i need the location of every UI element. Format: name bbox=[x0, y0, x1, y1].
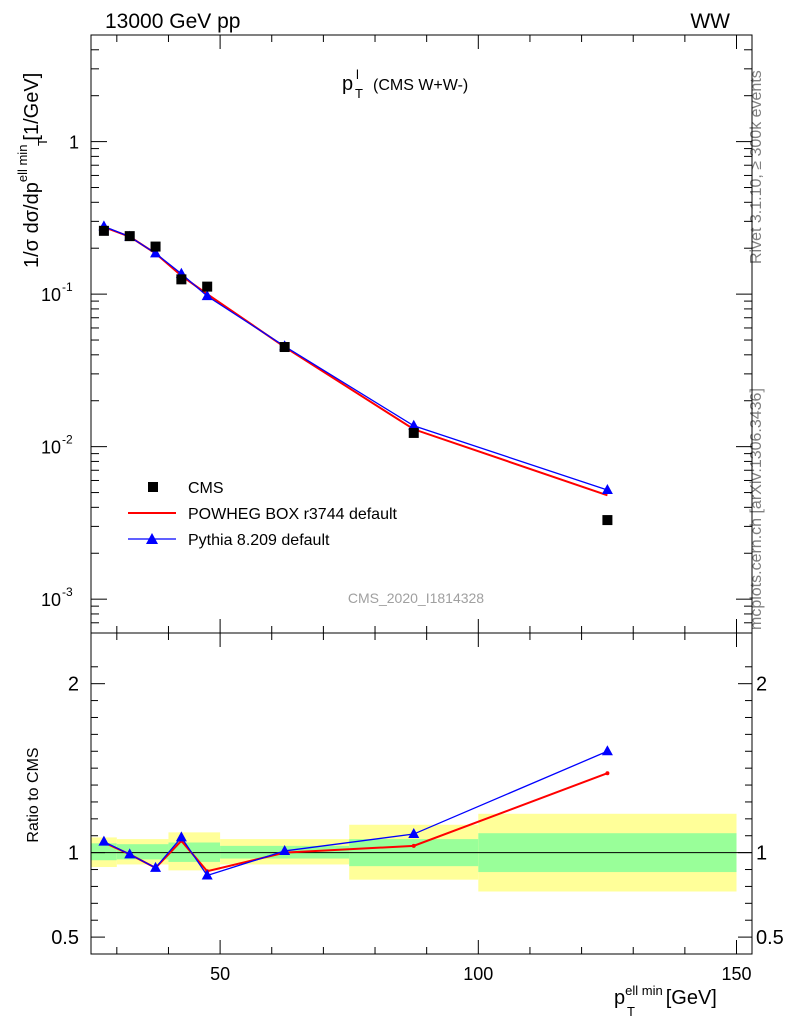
cms-data-point bbox=[408, 427, 419, 438]
ratio-pythia-point bbox=[175, 831, 187, 842]
cms-data-point bbox=[279, 342, 290, 353]
svg-text:pell min[GeV]: pell min [GeV] bbox=[614, 983, 717, 1009]
y-label-prefix: 1/σ dσ/dp bbox=[21, 182, 43, 268]
y-label-sup: ell min bbox=[15, 145, 30, 183]
ratio-y-axis-label: Ratio to CMS bbox=[25, 747, 42, 842]
cms-data-point bbox=[202, 281, 213, 292]
process-label: WW bbox=[690, 10, 730, 33]
plot-title-sub: T bbox=[355, 86, 363, 101]
energy-label: 13000 GeV pp bbox=[105, 10, 240, 33]
ratio-pythia-point bbox=[150, 861, 162, 872]
main-panel: 10 -310 -210 -11 p l T (CMS W+W-) CMS_2020_… bbox=[15, 34, 753, 634]
ratio-x-tick-label: 100 bbox=[463, 964, 493, 984]
x-axis-label: pell min [GeV] T bbox=[614, 983, 717, 1019]
ratio-powheg-point bbox=[411, 843, 416, 848]
ratio-y-tick-label-right: 1 bbox=[756, 843, 767, 865]
ratio-pythia-point bbox=[98, 835, 110, 846]
main-ticks: 10 -310 -210 -11 bbox=[41, 34, 752, 634]
legend: CMS POWHEG BOX r3744 default Pythia 8.20… bbox=[128, 480, 398, 549]
ratio-x-tick-label: 50 bbox=[210, 964, 230, 984]
ratio-pythia-point bbox=[124, 848, 136, 859]
y-label-sub: T bbox=[35, 138, 50, 146]
cms-data-point bbox=[150, 241, 161, 252]
pythia-point bbox=[150, 247, 162, 258]
ratio-pythia-point bbox=[408, 828, 420, 839]
powheg-line bbox=[103, 226, 608, 497]
plot-title-sup: l bbox=[356, 67, 359, 82]
cms-data-point bbox=[602, 515, 613, 526]
pythia-point bbox=[408, 419, 420, 430]
cms-data-point bbox=[124, 231, 135, 242]
ratio-marks bbox=[98, 745, 613, 880]
y-label-unit: [1/GeV] bbox=[21, 73, 43, 141]
plot-title: p l T (CMS W+W-) bbox=[342, 67, 468, 101]
analysis-watermark: CMS_2020_I1814328 bbox=[348, 590, 484, 606]
ratio-y-tick-label-left: 0.5 bbox=[51, 927, 79, 949]
ratio-x-tick-label: 150 bbox=[721, 964, 751, 984]
x-label-unit: [GeV] bbox=[666, 987, 717, 1009]
main-y-tick-label: 1 bbox=[69, 133, 79, 153]
rivet-label: Rivet 3.1.10, ≥ 300k events bbox=[748, 70, 765, 264]
main-y-tick-label-exp: -2 bbox=[62, 433, 73, 447]
main-marks bbox=[98, 220, 613, 526]
ratio-y-tick-label-right: 2 bbox=[756, 674, 767, 696]
cms-data-point bbox=[98, 225, 109, 236]
main-y-tick-label-exp: -3 bbox=[62, 585, 73, 599]
main-y-tick-label: 10 bbox=[41, 438, 61, 458]
x-label-sub: T bbox=[627, 1004, 635, 1019]
main-y-axis-label: 1/σ dσ/dpell min [1/GeV] T bbox=[15, 73, 50, 268]
ratio-y-tick-label-left: 2 bbox=[68, 674, 79, 696]
legend-label-pythia: Pythia 8.209 default bbox=[188, 532, 330, 549]
main-y-tick-label: 10 bbox=[41, 590, 61, 610]
x-label-prefix: p bbox=[614, 987, 625, 1009]
source-label: mcplots.cern.ch [arXiv:1306.3436] bbox=[748, 388, 765, 630]
cms-data-point bbox=[176, 274, 187, 285]
legend-marker-pythia bbox=[146, 533, 158, 544]
ratio-y-tick-label-right: 0.5 bbox=[756, 927, 784, 949]
legend-label-powheg: POWHEG BOX r3744 default bbox=[188, 506, 398, 523]
pythia-line bbox=[103, 225, 608, 491]
plot-title-main: p bbox=[342, 73, 353, 95]
main-y-tick-label: 10 bbox=[41, 285, 61, 305]
pythia-point bbox=[601, 483, 613, 494]
ratio-pythia-point bbox=[279, 844, 291, 855]
ratio-frame bbox=[90, 632, 753, 955]
pythia-point bbox=[201, 290, 213, 301]
legend-label-cms: CMS bbox=[188, 480, 224, 497]
legend-marker-cms bbox=[148, 482, 158, 492]
ratio-pythia-point bbox=[601, 745, 613, 756]
svg-text:1/σ dσ/dpell min[1/GeV]: 1/σ dσ/dpell min [1/GeV] bbox=[15, 73, 43, 268]
x-label-sup: ell min bbox=[625, 983, 663, 998]
ratio-band-inner bbox=[91, 843, 117, 861]
ratio-y-tick-label-left: 1 bbox=[68, 843, 79, 865]
ratio-powheg-point bbox=[605, 771, 610, 776]
ratio-pythia-point bbox=[201, 869, 213, 880]
main-y-tick-label-exp: -1 bbox=[62, 280, 73, 294]
plot-title-suffix: (CMS W+W-) bbox=[373, 77, 468, 94]
